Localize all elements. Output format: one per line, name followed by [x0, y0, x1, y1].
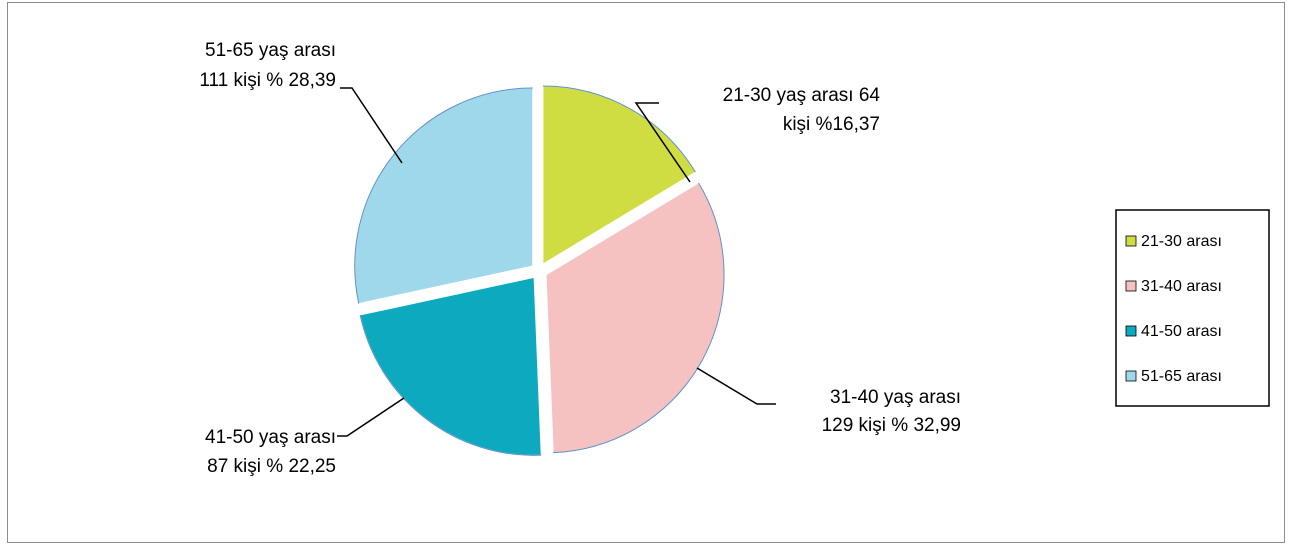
slice-51-65 — [354, 87, 534, 305]
leader-line-41-50 — [337, 397, 405, 437]
data-label-31-40-line-2: 129 kişi % 32,99 — [822, 415, 961, 436]
slice-21-30-edge — [542, 85, 696, 173]
data-label-51-65-line-1: 51-65 yaş arası — [205, 40, 336, 61]
legend-item-41-50-label: 41-50 arası — [1141, 323, 1222, 340]
leader-line-21-30 — [634, 102, 691, 183]
slice-31-40-edge — [553, 182, 725, 454]
legend-item-51-65-label: 51-65 arası — [1141, 368, 1222, 385]
slice-51-65-edge — [354, 87, 533, 304]
data-label-41-50-line-2: 87 kişi % 22,25 — [207, 456, 336, 477]
slice-41-50-edge — [359, 314, 542, 456]
leader-line-31-40 — [696, 367, 776, 405]
data-label-21-30-line-2: kişi %16,37 — [783, 114, 880, 135]
data-label-51-65-line-2: 111 kişi % 28,39 — [199, 70, 336, 91]
legend-item-31-40-swatch — [1125, 280, 1137, 292]
slice-41-50 — [359, 276, 542, 456]
legend-item-41-50-swatch — [1125, 325, 1137, 337]
legend-item-21-30-swatch — [1125, 235, 1137, 247]
data-label-31-40-line-1: 31-40 yaş arası — [830, 387, 961, 408]
data-label-21-30-line-1: 21-30 yaş arası 64 — [723, 85, 881, 106]
data-label-41-50-line-1: 41-50 yaş arası — [205, 427, 336, 448]
legend-item-51-65-swatch — [1125, 370, 1137, 382]
leader-line-51-65 — [340, 87, 403, 164]
legend-box — [1115, 209, 1270, 407]
legend-item-21-30-label: 21-30 arası — [1141, 233, 1222, 250]
legend-item-31-40-label: 31-40 arası — [1141, 278, 1222, 295]
